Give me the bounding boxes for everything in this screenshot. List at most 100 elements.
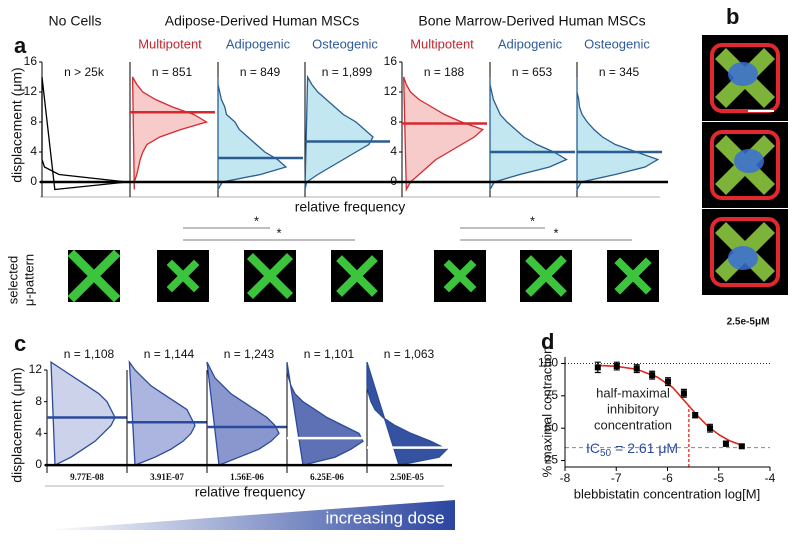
series-name: Multipotent xyxy=(410,36,474,51)
y-tick-label: 16 xyxy=(24,54,38,68)
pattern-label: μ-pattern xyxy=(21,254,36,306)
data-point xyxy=(680,390,687,397)
data-point xyxy=(738,443,745,450)
frequency-profile xyxy=(131,76,209,190)
frequency-profile xyxy=(50,360,116,467)
x-tick-label: -7 xyxy=(611,471,622,485)
fit-curve xyxy=(595,364,740,446)
n-label: n = 1,243 xyxy=(224,347,275,361)
y-axis-label: displacement (μm) xyxy=(9,367,25,482)
panel-label: d xyxy=(541,329,554,354)
n-label: n = 849 xyxy=(240,65,281,79)
y-tick-label: 4 xyxy=(390,144,397,158)
panel-label: c xyxy=(14,331,26,356)
y-tick-label: 0 xyxy=(30,174,37,188)
n-label: n = 1,063 xyxy=(384,347,435,361)
significance-star: * xyxy=(553,225,558,240)
ic50-label: IC50 = 2.61 μM xyxy=(586,440,678,459)
frequency-profile xyxy=(41,76,128,191)
nucleus xyxy=(728,246,758,270)
n-label: n = 1,144 xyxy=(144,347,195,361)
x-tick-label: -4 xyxy=(765,471,776,485)
annotation: half-maximal xyxy=(596,385,670,400)
series-name: Osteogenic xyxy=(312,36,378,51)
y-tick-label: 16 xyxy=(384,54,398,68)
actin xyxy=(710,130,780,200)
y-tick-label: 8 xyxy=(30,114,37,128)
frequency-profile xyxy=(286,362,364,466)
y-axis-label: % maximal contraction xyxy=(539,347,554,478)
pattern xyxy=(336,255,378,297)
frequency-profile xyxy=(489,77,568,192)
series-name: Osteogenic xyxy=(584,36,650,51)
y-tick-label: 4 xyxy=(35,426,42,440)
dose-label: 6.25E-06 xyxy=(310,472,344,482)
x-axis-label: relative frequency xyxy=(195,484,306,500)
y-axis-label: displacement (μm) xyxy=(9,67,25,182)
n-label: n = 1,899 xyxy=(322,65,373,79)
frequency-profile xyxy=(217,77,288,192)
panel-label: b xyxy=(726,4,739,29)
pattern xyxy=(525,255,567,297)
frequency-profile xyxy=(304,74,374,190)
y-tick-label: 25 xyxy=(545,453,559,467)
pattern xyxy=(443,259,477,293)
y-tick-label: 100 xyxy=(538,356,558,370)
y-tick-label: 8 xyxy=(35,394,42,408)
annotation: concentration xyxy=(594,417,672,432)
ic50-prefix: IC xyxy=(586,440,600,456)
x-axis-label: relative frequency xyxy=(295,199,406,215)
pattern xyxy=(166,259,200,293)
pattern xyxy=(67,249,121,303)
y-tick-label: 12 xyxy=(24,84,38,98)
frequency-profile xyxy=(366,361,449,466)
frequency-profile xyxy=(128,359,196,467)
dose-label: 9.77E-08 xyxy=(70,472,104,482)
dose-label-text: increasing dose xyxy=(325,508,444,527)
ic50-rest: = 2.61 μM xyxy=(615,440,678,456)
dose-gradient xyxy=(45,500,455,530)
data-point xyxy=(594,364,601,371)
n-label: n > 25k xyxy=(64,65,105,79)
y-tick-label: 8 xyxy=(390,114,397,128)
n-label: n = 1,101 xyxy=(304,347,355,361)
x-tick-label: -6 xyxy=(662,471,673,485)
x-axis-label: blebbistatin concentration log[M] xyxy=(574,486,760,501)
series-name: Adipogenic xyxy=(226,36,291,51)
x-tick-label: -8 xyxy=(560,471,571,485)
y-tick-label: 75 xyxy=(545,388,559,402)
significance-star: * xyxy=(530,213,535,228)
annotation: inhibitory xyxy=(607,401,660,416)
nucleus xyxy=(734,149,764,173)
y-tick-label: 4 xyxy=(30,144,37,158)
data-point xyxy=(707,425,714,432)
frequency-profile xyxy=(206,361,280,467)
actin xyxy=(710,217,780,287)
y-tick-label: 50 xyxy=(545,420,559,434)
data-point xyxy=(613,363,620,370)
frequency-profile xyxy=(576,77,660,192)
n-label: n = 345 xyxy=(599,65,640,79)
significance-star: * xyxy=(254,213,259,228)
n-label: n = 653 xyxy=(512,65,553,79)
group-title: Bone Marrow-Derived Human MSCs xyxy=(418,13,645,29)
data-point xyxy=(692,412,699,419)
pattern xyxy=(614,257,652,295)
panel-label: a xyxy=(14,33,27,58)
group-title: Adipose-Derived Human MSCs xyxy=(165,13,360,29)
series-name: Multipotent xyxy=(138,36,202,51)
data-point xyxy=(722,440,729,447)
pattern xyxy=(246,252,294,300)
y-tick-label: 0 xyxy=(35,457,42,471)
data-point xyxy=(665,378,672,385)
y-tick-label: 12 xyxy=(29,362,43,376)
data-point xyxy=(633,365,640,372)
data-point xyxy=(649,372,656,379)
dose-label: 2.50E-05 xyxy=(390,472,424,482)
y-tick-label: 12 xyxy=(384,84,398,98)
pattern-label: selected xyxy=(5,256,20,304)
group-title: No Cells xyxy=(49,13,102,29)
n-label: n = 851 xyxy=(152,65,193,79)
